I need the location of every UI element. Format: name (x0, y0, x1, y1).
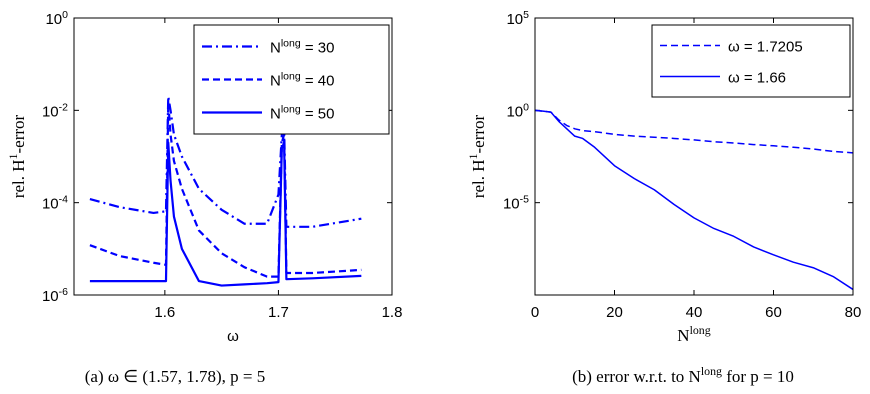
axes-box (534, 17, 854, 296)
legend-label-part: N (270, 106, 281, 123)
y-tick-label: 10-4 (42, 194, 68, 213)
x-axis-label-part: long (690, 323, 711, 337)
y-tick-label-part: -5 (520, 194, 529, 206)
y-axis-label-part: -error (469, 114, 488, 153)
x-tick-label: 80 (845, 304, 862, 321)
y-tick-label-part: 10 (45, 11, 62, 28)
legend-label-part: long (281, 104, 301, 116)
legend-label: ω = 1.66 (728, 70, 786, 87)
legend-label: Nlong = 50 (270, 104, 334, 123)
y-tick-label: 100 (45, 9, 68, 28)
legend-box (651, 24, 851, 98)
caption-part: (b) error w.r.t. to N (572, 367, 701, 386)
x-tick-label: 1.7 (268, 304, 289, 321)
y-tick-label: 10-5 (503, 194, 529, 213)
legend-label: ω = 1.7205 (728, 39, 803, 56)
x-tick-label: 60 (765, 304, 782, 321)
y-axis-label-part: 1 (466, 153, 480, 159)
x-axis-label-part: N (677, 326, 689, 345)
y-axis-label-part: rel. H (469, 159, 488, 198)
y-tick-label-part: 10 (42, 288, 59, 305)
y-tick-label: 10-6 (42, 286, 68, 305)
axes-box (73, 17, 393, 296)
legend-label-part: = 40 (301, 73, 335, 90)
y-tick-label-part: 10 (506, 11, 523, 28)
legend-label-part: N (270, 73, 281, 90)
y-tick-label-part: 10 (503, 196, 520, 213)
y-axis-label-part: 1 (6, 153, 20, 159)
x-tick-label: 20 (606, 304, 623, 321)
y-axis-label-part: -error (9, 114, 28, 153)
x-tick-label: 40 (686, 304, 703, 321)
x-tick-label: 0 (531, 304, 539, 321)
legend-label: Nlong = 30 (270, 38, 334, 57)
x-tick-label: 1.6 (154, 304, 175, 321)
legend-label-part: long (281, 71, 301, 83)
y-tick-label-part: -2 (59, 101, 68, 113)
x-axis-label: ω (227, 328, 239, 345)
legend: ω = 1.7205 ω = 1.66 (651, 24, 851, 98)
y-axis-label: rel. H1-error (6, 114, 28, 198)
caption: (b) error w.r.t. to Nlong for p = 10 (572, 364, 794, 386)
y-tick-label: 105 (506, 9, 529, 28)
y-tick-label: 100 (506, 101, 529, 120)
caption-part: long (701, 364, 722, 378)
series-line (535, 109, 853, 154)
y-tick-label-part: 0 (62, 9, 68, 21)
legend-label-part: long (281, 38, 301, 50)
legend-label-part: N (270, 40, 281, 57)
legend-label-part: = 30 (301, 40, 335, 57)
y-tick-label-part: -6 (59, 286, 68, 298)
y-tick-label-part: -4 (59, 194, 68, 206)
y-tick-label-part: 5 (523, 9, 529, 21)
y-axis-label-part: rel. H (9, 159, 28, 198)
y-tick-label-part: 10 (42, 103, 59, 120)
legend-label: Nlong = 40 (270, 71, 334, 90)
x-axis-label: Nlong (677, 323, 710, 345)
y-axis-label: rel. H1-error (466, 114, 488, 198)
y-tick-label-part: 10 (42, 196, 59, 213)
y-tick-label: 10-2 (42, 101, 68, 120)
series-line (535, 109, 853, 291)
y-tick-label-part: 10 (506, 103, 523, 120)
legend-label-part: = 50 (301, 106, 335, 123)
x-tick-label: 1.8 (382, 304, 403, 321)
series-line (89, 141, 362, 287)
caption: (a) ω ∈ (1.57, 1.78), p = 5 (85, 367, 266, 386)
series-line (89, 101, 362, 278)
caption-part: for p = 10 (722, 367, 794, 386)
y-tick-label-part: 0 (523, 101, 529, 113)
